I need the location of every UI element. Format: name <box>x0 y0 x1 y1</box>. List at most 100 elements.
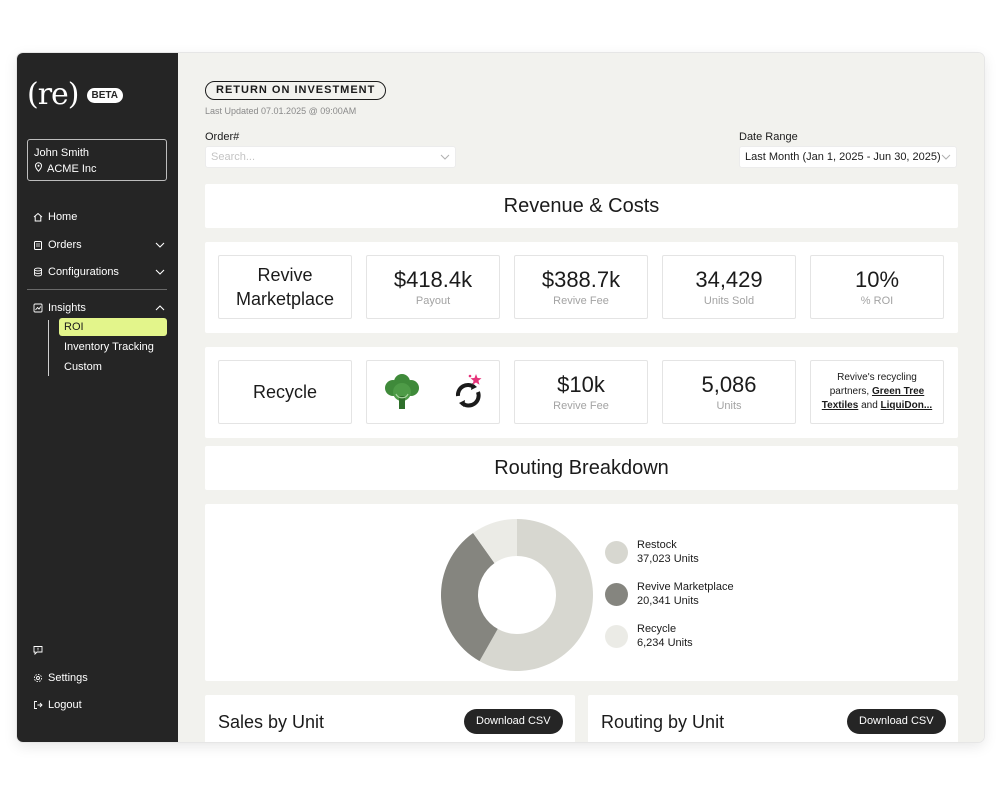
payout-box: $418.4k Payout <box>366 255 500 319</box>
legend-restock-name: Restock <box>637 539 677 551</box>
date-range-value: Last Month (Jan 1, 2025 - Jun 30, 2025) <box>745 151 941 163</box>
routing-breakdown-chart: Restock 37,023 Units Revive Marketplace … <box>205 504 958 681</box>
nav-orders[interactable]: Orders <box>33 236 165 254</box>
sales-by-unit-title: Sales by Unit <box>218 712 325 732</box>
nav-home-label: Home <box>48 211 78 223</box>
feedback-button[interactable] <box>33 641 165 659</box>
sidebar: (re) BETA John Smith ACME Inc Home Order… <box>17 53 178 742</box>
nav-configurations[interactable]: Configurations <box>33 263 165 281</box>
legend-dot-revive-marketplace <box>605 582 628 606</box>
legend-recycle: Recycle 6,234 Units <box>605 622 693 650</box>
chevron-down-icon <box>440 147 450 174</box>
main-content: RETURN ON INVESTMENT Last Updated 07.01.… <box>178 53 984 742</box>
revive-fee-value: $388.7k <box>541 267 621 292</box>
partner-logos-box <box>366 360 500 424</box>
legend-restock: Restock 37,023 Units <box>605 538 699 566</box>
location-pin-icon <box>34 161 43 177</box>
legend-revive-marketplace: Revive Marketplace 20,341 Units <box>605 580 734 608</box>
subnav-guide <box>48 320 49 376</box>
download-csv-button[interactable]: Download CSV <box>847 709 946 734</box>
page-title-pill: RETURN ON INVESTMENT <box>205 81 387 100</box>
recycle-fee-box: $10k Revive Fee <box>514 360 648 424</box>
recycle-partners-box: Revive's recycling partners, Green Tree … <box>810 360 944 424</box>
roi-value: 10% <box>854 267 900 292</box>
order-search-input[interactable]: Search... <box>205 146 456 168</box>
roi-box: 10% % ROI <box>810 255 944 319</box>
home-icon <box>33 212 43 222</box>
org-name: ACME Inc <box>47 163 97 175</box>
slice-restock <box>479 519 593 671</box>
date-range-select[interactable]: Last Month (Jan 1, 2025 - Jun 30, 2025) <box>739 146 957 168</box>
legend-restock-units: 37,023 Units <box>637 553 699 565</box>
liquidonate-logo-icon <box>450 370 486 415</box>
revive-fee-label: Revive Fee <box>553 295 609 307</box>
nav-configurations-label: Configurations <box>48 266 119 278</box>
legend-marketplace-name: Revive Marketplace <box>637 581 734 593</box>
marketplace-label: Revive Marketplace <box>235 265 335 309</box>
units-sold-box: 34,429 Units Sold <box>662 255 796 319</box>
gear-icon <box>33 673 43 683</box>
partners-prefix: Revive's recycling partners, <box>829 372 917 397</box>
partner-link-green-tree[interactable]: Green Tree Textiles <box>821 386 925 411</box>
routing-by-unit-card: Routing by Unit Download CSV <box>588 695 958 742</box>
payout-label: Payout <box>415 295 451 307</box>
partner-link-liquidonate[interactable]: LiquiDon... <box>880 400 933 411</box>
revenue-costs-title: Revenue & Costs <box>503 195 660 217</box>
recycle-fee-label: Revive Fee <box>553 400 609 412</box>
recycle-label: Recycle <box>252 382 318 402</box>
last-updated: Last Updated 07.01.2025 @ 09:00AM <box>205 106 357 116</box>
nav-logout[interactable]: Logout <box>33 696 165 714</box>
marketplace-row: Revive Marketplace $418.4k Payout $388.7… <box>205 242 958 333</box>
nav-orders-label: Orders <box>48 239 82 251</box>
legend-recycle-units: 6,234 Units <box>637 637 693 649</box>
recycle-units-box: 5,086 Units <box>662 360 796 424</box>
recycle-partners-text: Revive's recycling partners, Green Tree … <box>811 371 943 413</box>
routing-by-unit-title: Routing by Unit <box>601 712 725 732</box>
app-window: (re) BETA John Smith ACME Inc Home Order… <box>17 53 984 742</box>
slice-revive-marketplace <box>441 532 498 662</box>
logo[interactable]: (re) BETA <box>27 77 123 113</box>
legend-dot-restock <box>605 540 628 564</box>
nav-divider <box>27 289 167 290</box>
chevron-down-icon <box>155 266 165 278</box>
routing-donut-chart <box>441 519 593 671</box>
slice-recycle <box>473 519 517 564</box>
units-sold-label: Units Sold <box>703 295 755 307</box>
recycle-row: Recycle <box>205 347 958 438</box>
nav-settings[interactable]: Settings <box>33 669 165 687</box>
subnav-roi[interactable]: ROI <box>59 318 167 336</box>
download-csv-button[interactable]: Download CSV <box>464 709 563 734</box>
recycle-label-box: Recycle <box>218 360 352 424</box>
units-sold-value: 34,429 <box>695 267 763 292</box>
recycle-fee-value: $10k <box>557 372 605 397</box>
chevron-down-icon <box>941 147 951 174</box>
nav-logout-label: Logout <box>48 699 82 711</box>
partners-and: and <box>861 400 878 411</box>
chevron-up-icon <box>155 302 165 314</box>
subnav-custom[interactable]: Custom <box>64 361 102 373</box>
nav-insights-label: Insights <box>48 302 86 314</box>
recycle-units-label: Units <box>716 400 742 412</box>
tree-logo-icon <box>380 368 424 417</box>
legend-dot-recycle <box>605 624 628 648</box>
chevron-down-icon <box>155 239 165 251</box>
routing-breakdown-title: Routing Breakdown <box>494 457 669 479</box>
logout-icon <box>33 700 43 710</box>
legend-recycle-name: Recycle <box>637 623 677 635</box>
nav-home[interactable]: Home <box>33 208 165 226</box>
payout-value: $418.4k <box>393 267 473 292</box>
clipboard-icon <box>33 240 43 250</box>
database-icon <box>33 267 43 277</box>
subnav-inventory-tracking[interactable]: Inventory Tracking <box>64 341 154 353</box>
recycle-units-value: 5,086 <box>701 372 757 397</box>
nav-settings-label: Settings <box>48 672 88 684</box>
order-label: Order# <box>205 131 240 143</box>
order-search-placeholder: Search... <box>211 151 256 163</box>
date-range-label: Date Range <box>739 131 798 143</box>
nav-insights[interactable]: Insights <box>33 299 165 317</box>
legend-marketplace-units: 20,341 Units <box>637 595 699 607</box>
roi-label: % ROI <box>860 295 894 307</box>
user-card[interactable]: John Smith ACME Inc <box>27 139 167 181</box>
marketplace-label-box: Revive Marketplace <box>218 255 352 319</box>
routing-breakdown-header: Routing Breakdown <box>205 446 958 490</box>
